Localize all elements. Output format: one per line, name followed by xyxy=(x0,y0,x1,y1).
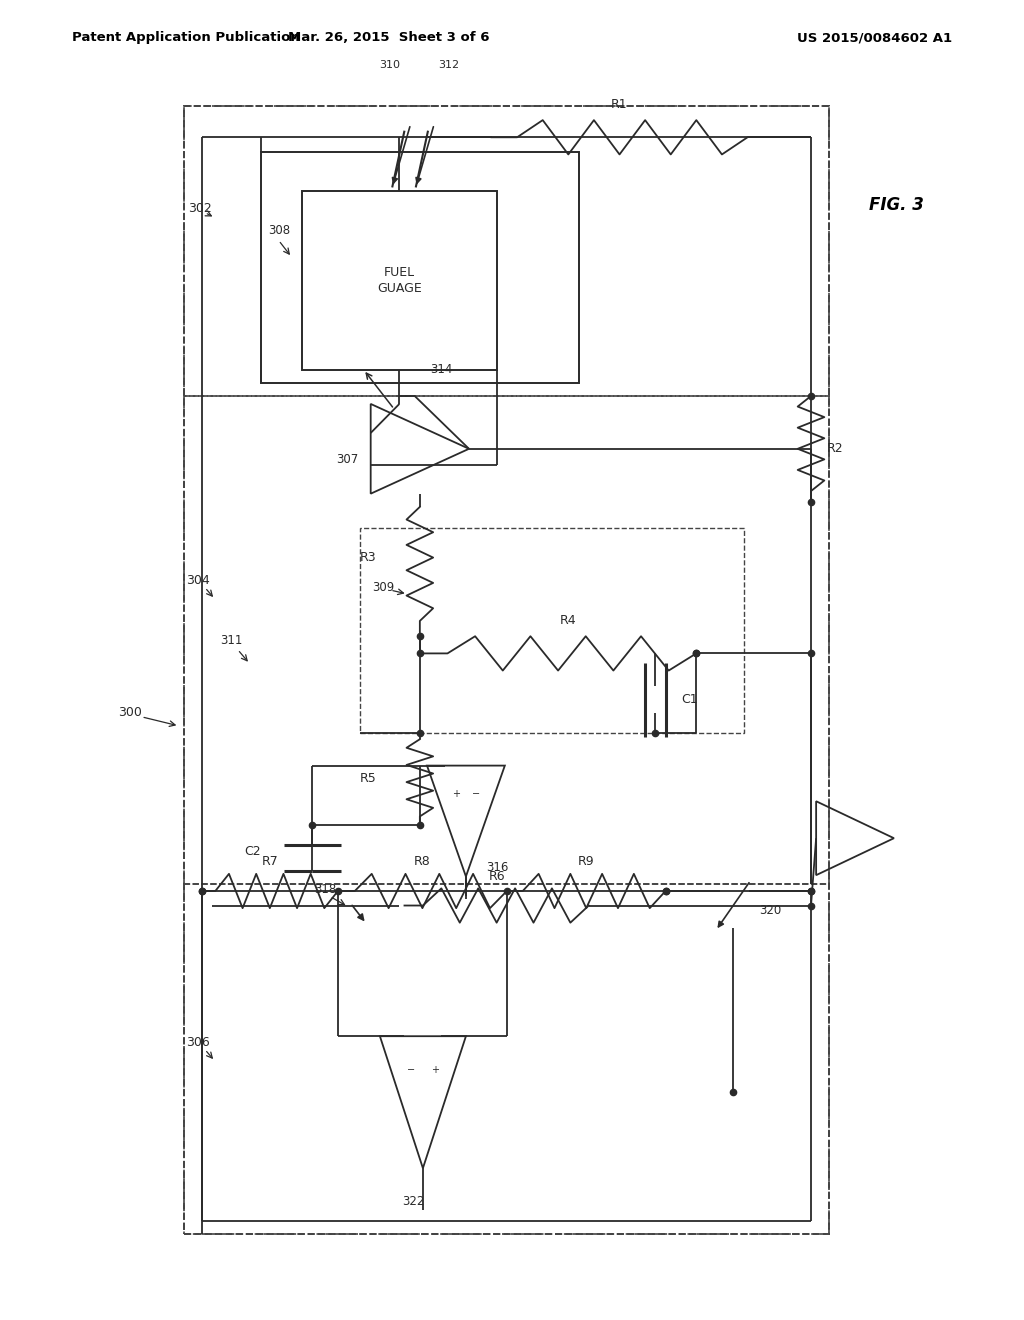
Text: R1: R1 xyxy=(611,98,628,111)
Text: 308: 308 xyxy=(268,224,291,238)
Text: +: + xyxy=(431,1065,439,1076)
Text: FIG. 3: FIG. 3 xyxy=(868,195,924,214)
Bar xyxy=(360,528,744,733)
Text: Mar. 26, 2015  Sheet 3 of 6: Mar. 26, 2015 Sheet 3 of 6 xyxy=(289,32,489,44)
Text: 311: 311 xyxy=(220,634,243,647)
Text: C2: C2 xyxy=(245,845,261,858)
Text: 318: 318 xyxy=(314,883,337,896)
Text: R8: R8 xyxy=(414,855,431,869)
Text: 312: 312 xyxy=(438,59,460,70)
Text: C1: C1 xyxy=(681,693,697,706)
Text: R4: R4 xyxy=(560,614,577,627)
Text: US 2015/0084602 A1: US 2015/0084602 A1 xyxy=(798,32,952,44)
Text: 314: 314 xyxy=(430,363,453,376)
Text: −: − xyxy=(472,789,480,800)
Text: 306: 306 xyxy=(186,1036,210,1049)
Text: 307: 307 xyxy=(336,453,358,466)
Text: R7: R7 xyxy=(261,855,279,869)
Text: R9: R9 xyxy=(578,855,595,869)
Text: 304: 304 xyxy=(186,574,210,587)
Text: Patent Application Publication: Patent Application Publication xyxy=(72,32,299,44)
Text: +: + xyxy=(452,789,460,800)
Text: 310: 310 xyxy=(379,59,400,70)
Text: 302: 302 xyxy=(188,202,212,215)
Text: 309: 309 xyxy=(372,581,394,594)
Bar xyxy=(184,884,829,1234)
Text: 316: 316 xyxy=(486,861,509,874)
Text: 320: 320 xyxy=(759,904,781,917)
Text: 322: 322 xyxy=(402,1195,425,1208)
Text: R3: R3 xyxy=(360,550,377,564)
Text: −: − xyxy=(407,1065,415,1076)
Bar xyxy=(184,106,829,1234)
Text: FUEL
GUAGE: FUEL GUAGE xyxy=(377,265,422,296)
Text: 300: 300 xyxy=(118,706,141,719)
Text: R5: R5 xyxy=(360,772,377,785)
Bar xyxy=(302,191,497,370)
Text: R6: R6 xyxy=(488,870,505,883)
Bar xyxy=(261,152,579,383)
Bar xyxy=(184,396,829,884)
Bar xyxy=(184,106,829,396)
Text: R2: R2 xyxy=(826,442,843,455)
